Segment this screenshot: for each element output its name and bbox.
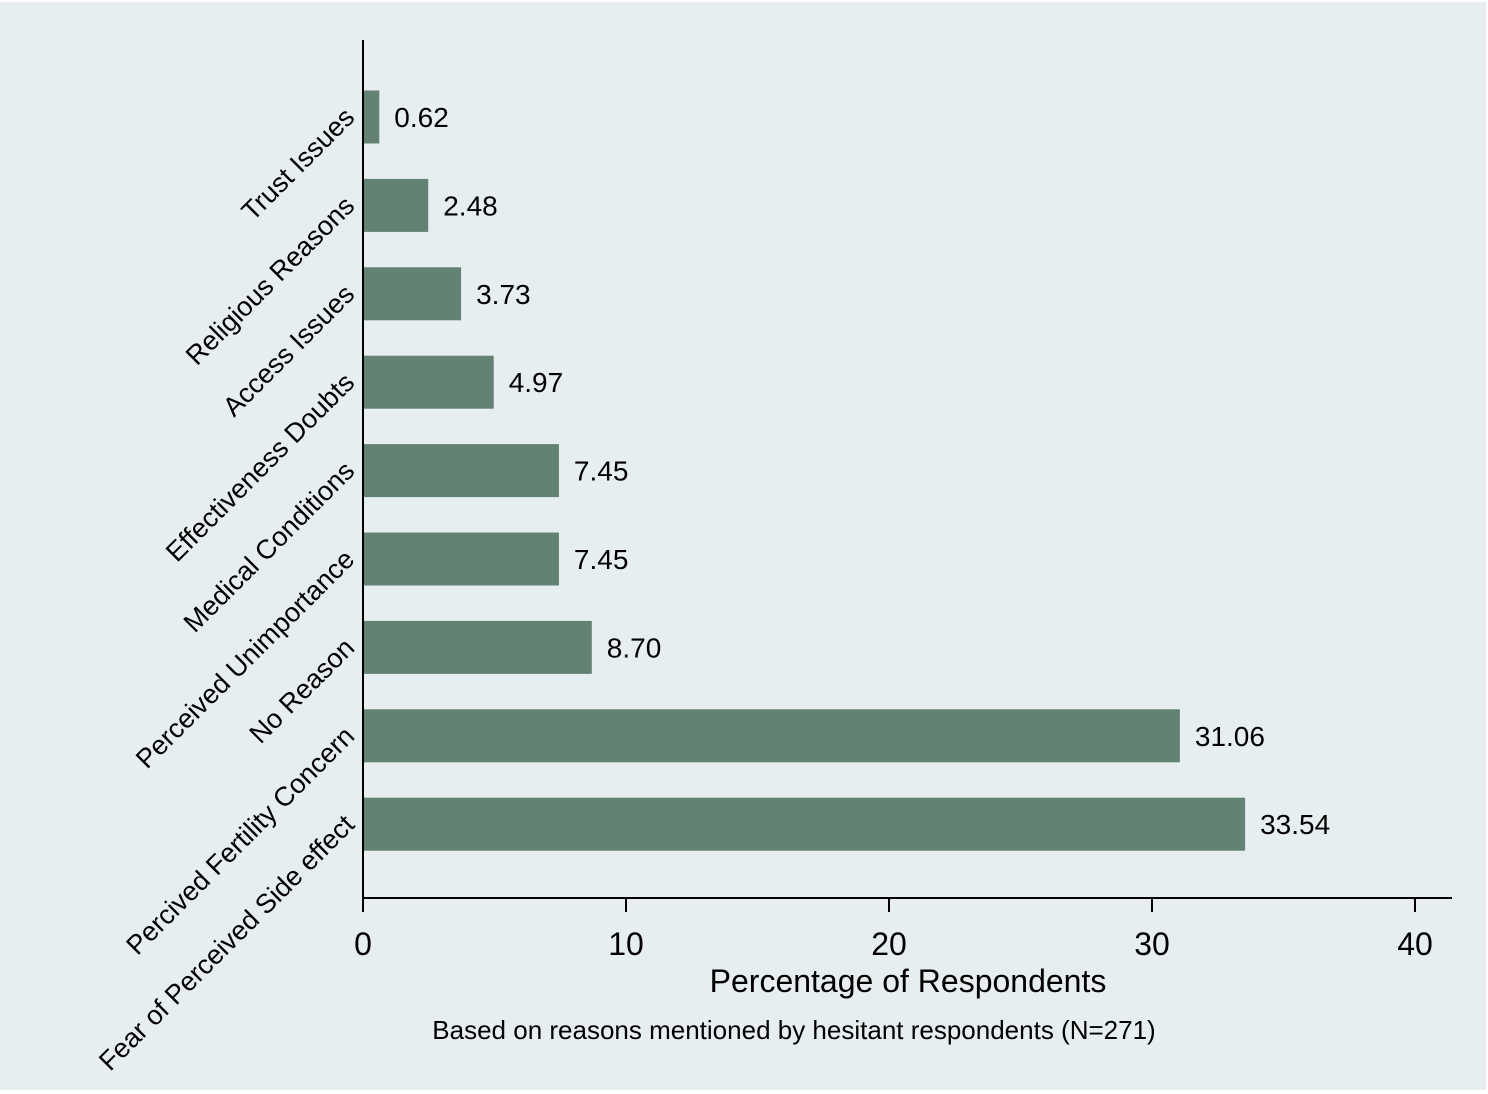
bar — [363, 797, 1246, 851]
x-tick-label: 0 — [354, 926, 372, 962]
bar — [363, 620, 592, 674]
x-axis-label: Percentage of Respondents — [710, 963, 1107, 999]
bar — [363, 267, 462, 321]
x-tick-label: 30 — [1134, 926, 1170, 962]
data-label: 7.45 — [574, 544, 629, 575]
bar — [363, 178, 429, 232]
x-tick-label: 20 — [871, 926, 907, 962]
data-label: 33.54 — [1260, 809, 1330, 840]
chart-note: Based on reasons mentioned by hesitant r… — [432, 1015, 1155, 1045]
bar — [363, 444, 559, 498]
bar — [363, 90, 380, 144]
bar — [363, 532, 559, 586]
data-label: 8.70 — [607, 632, 662, 663]
data-label: 31.06 — [1195, 721, 1265, 752]
x-tick-label: 40 — [1397, 926, 1433, 962]
bar — [363, 709, 1180, 763]
data-label: 3.73 — [476, 279, 531, 310]
data-label: 7.45 — [574, 456, 629, 487]
data-label: 4.97 — [509, 367, 564, 398]
data-label: 0.62 — [394, 102, 449, 133]
data-label: 2.48 — [443, 190, 498, 221]
bar — [363, 355, 494, 409]
x-tick-label: 10 — [608, 926, 644, 962]
